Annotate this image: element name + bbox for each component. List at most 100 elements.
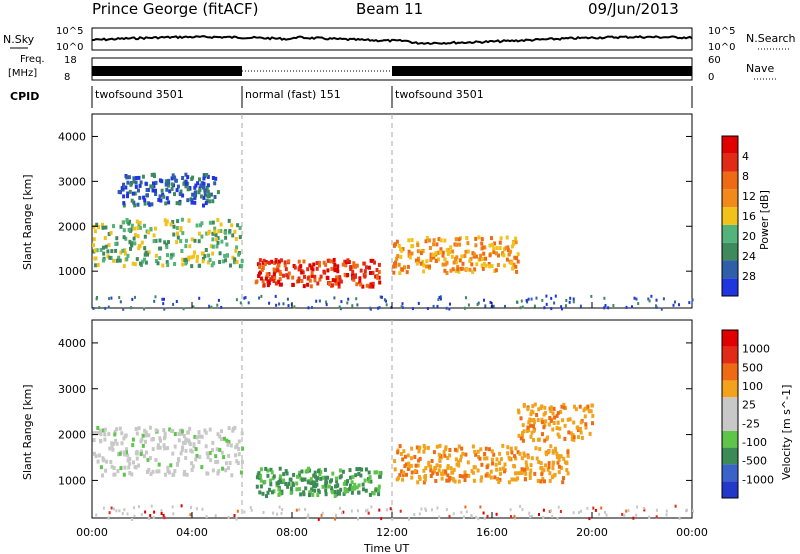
- echo-cell: [138, 195, 142, 200]
- echo-cell: [336, 489, 340, 494]
- echo-cell: [551, 460, 555, 465]
- echo-cell: [514, 446, 518, 451]
- echo-cell: [291, 482, 295, 487]
- echo-cell: [531, 404, 535, 409]
- echo-cell: [324, 262, 328, 267]
- echo-cell: [158, 246, 162, 251]
- echo-cell: [346, 273, 350, 277]
- echo-cell: [450, 254, 454, 259]
- echo-cell: [138, 505, 140, 509]
- echo-cell: [285, 273, 289, 278]
- echo-cell: [226, 442, 230, 447]
- colorbar-swatch: [722, 278, 738, 296]
- echo-cell: [131, 297, 134, 301]
- colorbar-swatch: [722, 363, 738, 381]
- echo-cell: [458, 474, 462, 478]
- echo-cell: [229, 263, 232, 268]
- echo-cell: [193, 238, 197, 243]
- echo-cell: [513, 255, 517, 260]
- echo-cell: [424, 239, 428, 244]
- echo-cell: [229, 443, 233, 448]
- echo-cell: [208, 258, 212, 262]
- echo-cell: [138, 225, 142, 230]
- colorbar-swatch: [722, 207, 738, 225]
- echo-cell: [166, 253, 169, 258]
- echo-cell: [405, 462, 408, 467]
- echo-cell: [127, 465, 131, 470]
- echo-cell: [355, 297, 358, 301]
- echo-cell: [410, 446, 414, 451]
- echo-cell: [324, 475, 328, 480]
- echo-cell: [441, 262, 445, 267]
- echo-cell: [375, 268, 379, 272]
- echo-cell: [132, 200, 136, 205]
- echo-cell: [130, 198, 134, 203]
- echo-cell: [437, 237, 441, 242]
- echo-cell: [449, 245, 453, 250]
- echo-cell: [140, 449, 143, 454]
- echo-cell: [335, 479, 339, 484]
- echo-cell: [273, 275, 277, 280]
- echo-cell: [147, 516, 150, 520]
- echo-cell: [400, 469, 404, 474]
- echo-cell: [378, 474, 382, 479]
- echo-cell: [315, 299, 318, 303]
- echo-cell: [206, 183, 210, 188]
- echo-cell: [514, 236, 518, 241]
- echo-cell: [563, 436, 567, 441]
- echo-cell: [431, 471, 435, 476]
- echo-cell: [145, 188, 149, 192]
- echo-cell: [261, 279, 265, 284]
- echo-cell: [145, 450, 149, 455]
- echo-cell: [573, 404, 576, 409]
- freq-bars: [92, 66, 692, 76]
- echo-cell: [451, 249, 455, 254]
- x-tick-label: 12:00: [376, 526, 408, 539]
- echo-cell: [393, 459, 397, 464]
- echo-cell: [445, 306, 448, 310]
- echo-cell: [285, 471, 289, 476]
- echo-cell: [216, 432, 220, 437]
- echo-cell: [202, 181, 206, 186]
- colorbar-swatch: [722, 397, 738, 414]
- echo-cell: [343, 487, 347, 491]
- echo-cell: [492, 246, 496, 251]
- echo-cell: [180, 429, 184, 434]
- echo-cell: [164, 222, 168, 227]
- echo-cell: [405, 270, 409, 275]
- echo-cell: [200, 234, 204, 239]
- echo-cell: [485, 464, 489, 469]
- echo-cell: [102, 506, 105, 510]
- echo-cell: [368, 492, 372, 497]
- echo-cell: [124, 433, 128, 438]
- echo-cell: [309, 490, 313, 495]
- echo-cell: [219, 229, 223, 233]
- echo-cell: [430, 459, 434, 463]
- echo-cell: [231, 255, 235, 260]
- echo-cell: [125, 175, 129, 180]
- echo-cell: [355, 282, 359, 287]
- echo-cell: [166, 465, 170, 470]
- echo-cell: [166, 446, 170, 451]
- echo-cell: [195, 223, 199, 228]
- echo-cell: [474, 243, 478, 248]
- echo-cell: [323, 467, 327, 472]
- echo-cell: [542, 425, 546, 430]
- echo-cell: [193, 434, 197, 439]
- echo-cell: [304, 507, 307, 511]
- echo-cell: [377, 275, 381, 280]
- echo-cell: [589, 409, 593, 414]
- echo-cell: [160, 512, 163, 515]
- echo-cell: [548, 416, 552, 420]
- echo-cell: [559, 454, 563, 459]
- echo-cell: [455, 242, 458, 247]
- echo-cell: [258, 296, 261, 300]
- echo-cell: [296, 474, 299, 479]
- echo-cell: [115, 441, 119, 446]
- echo-cell: [566, 453, 570, 458]
- echo-cell: [299, 492, 303, 497]
- echo-cell: [110, 296, 113, 300]
- echo-cell: [165, 242, 169, 247]
- echo-cell: [467, 473, 471, 478]
- echo-cell: [172, 302, 175, 306]
